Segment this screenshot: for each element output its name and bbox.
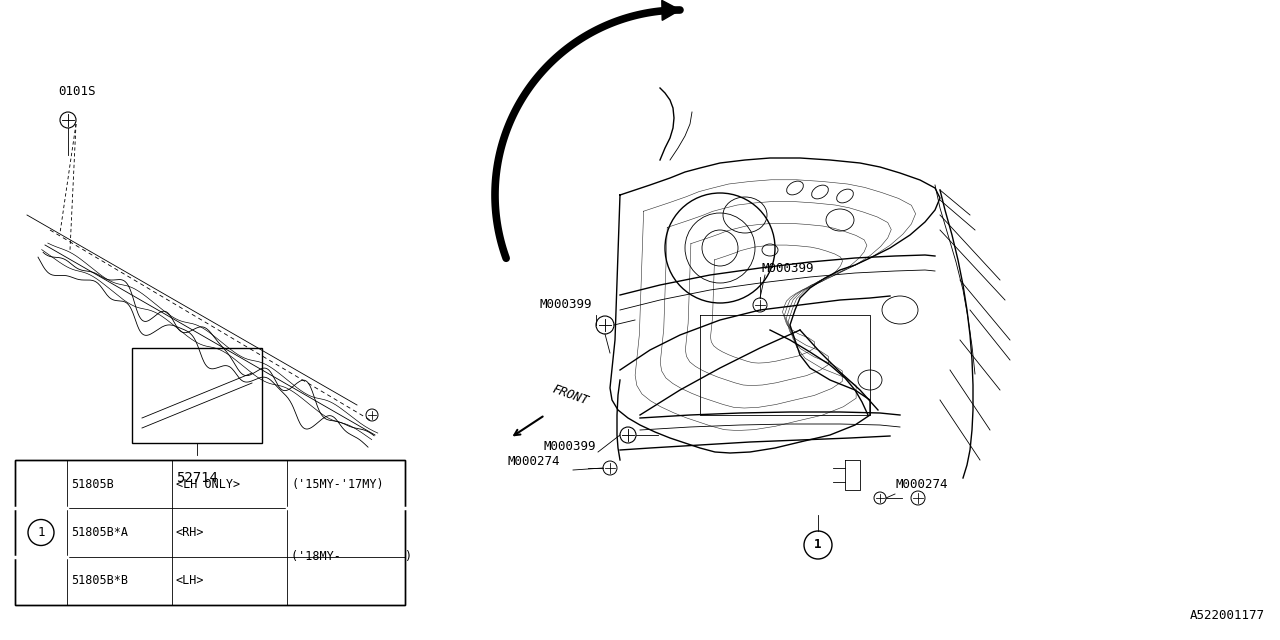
Text: M000274: M000274 [508, 455, 561, 468]
Text: M000399: M000399 [543, 440, 595, 453]
Text: 51805B: 51805B [70, 477, 114, 491]
Text: ('18MY-         ): ('18MY- ) [291, 550, 412, 563]
Text: M000399: M000399 [762, 262, 814, 275]
Text: A522001177: A522001177 [1190, 609, 1265, 622]
Bar [15, 460, 404, 605]
Text: <LH ONLY>: <LH ONLY> [177, 477, 241, 491]
Text: 1: 1 [814, 538, 822, 552]
Text: FRONT: FRONT [550, 383, 590, 408]
Text: M000399: M000399 [540, 298, 593, 311]
Text: <RH>: <RH> [177, 526, 205, 539]
Text: <LH>: <LH> [177, 574, 205, 588]
Text: M000274: M000274 [895, 478, 947, 491]
Text: 0101S: 0101S [58, 85, 96, 98]
Text: 51805B*B: 51805B*B [70, 574, 128, 588]
Bar [132, 348, 262, 443]
Text: ('15MY-'17MY): ('15MY-'17MY) [291, 477, 384, 491]
Text: 51805B*A: 51805B*A [70, 526, 128, 539]
Polygon shape [662, 1, 680, 20]
Text: 1: 1 [37, 526, 45, 539]
Bar [15, 460, 404, 605]
Text: 52714: 52714 [177, 471, 218, 485]
